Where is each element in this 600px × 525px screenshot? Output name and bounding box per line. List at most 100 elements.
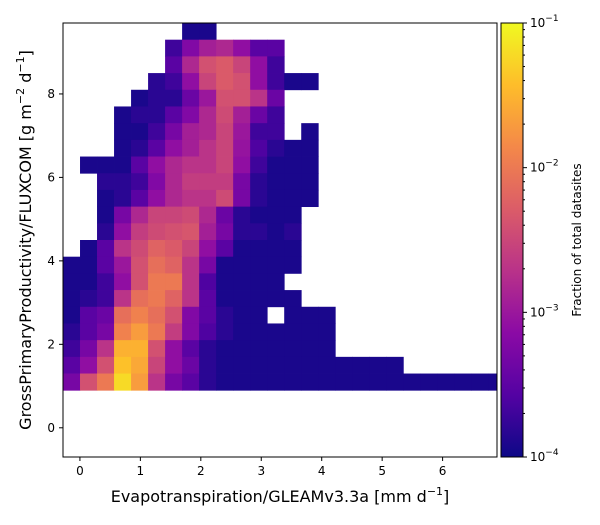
heatmap-cell: [233, 56, 251, 74]
heatmap-cell: [165, 39, 183, 57]
heatmap-cell: [267, 156, 285, 174]
heatmap-cell: [233, 356, 251, 374]
heatmap-cell: [131, 373, 149, 391]
heatmap-cell: [199, 139, 217, 157]
heatmap-cell: [318, 323, 336, 341]
heatmap-cell: [318, 373, 336, 391]
heatmap-cell: [301, 173, 319, 191]
heatmap-cell: [233, 340, 251, 358]
heatmap-cell: [216, 189, 234, 208]
heatmap-cell: [233, 240, 251, 258]
heatmap-cell: [182, 39, 200, 57]
heatmap-cell: [182, 73, 200, 91]
heatmap-cell: [131, 89, 149, 107]
heatmap-cell: [165, 223, 183, 241]
heatmap-cell: [148, 256, 166, 274]
heatmap-cell: [199, 323, 217, 341]
heatmap-cell: [165, 356, 183, 374]
heatmap-cell: [97, 156, 115, 174]
heatmap-cell: [199, 106, 217, 124]
heatmap-cell: [267, 256, 285, 274]
heatmap-cell: [318, 356, 336, 374]
heatmap-cell: [284, 373, 302, 391]
heatmap-cell: [250, 123, 268, 141]
heatmap-cell: [318, 306, 336, 324]
heatmap-cell: [148, 189, 166, 208]
heatmap-cell: [165, 240, 183, 258]
heatmap-cell: [148, 340, 166, 358]
heatmap-cell: [148, 356, 166, 374]
heatmap-cell: [267, 273, 285, 291]
heatmap-cell: [148, 106, 166, 124]
heatmap-cell: [114, 240, 132, 258]
heatmap-cell: [301, 340, 319, 358]
heatmap-cell: [165, 89, 183, 107]
heatmap-cell: [148, 306, 166, 324]
heatmap-cell: [301, 356, 319, 374]
heatmap-cell: [114, 173, 132, 191]
heatmap-cell: [284, 206, 302, 224]
heatmap-cell: [233, 273, 251, 291]
heatmap-cell: [114, 340, 132, 358]
heatmap-cell: [250, 173, 268, 191]
heatmap-cell: [131, 340, 149, 358]
heatmap-cell: [233, 173, 251, 191]
y-axis-label: GrossPrimaryProductivity/FLUXCOM [g m−2 …: [14, 50, 35, 430]
heatmap-cell: [165, 156, 183, 174]
heatmap-cell: [165, 139, 183, 157]
heatmap-cell: [80, 273, 98, 291]
heatmap-cell: [216, 373, 234, 391]
heatmap-cell: [182, 306, 200, 324]
y-tick-label: 2: [47, 337, 55, 351]
heatmap-cell: [199, 23, 217, 41]
heatmap-cell: [114, 189, 132, 208]
heatmap-cell: [63, 306, 81, 324]
heatmap-cell: [335, 373, 353, 391]
heatmap-cell: [165, 340, 183, 358]
heatmap-cell: [233, 89, 251, 107]
heatmap-cell: [199, 73, 217, 91]
heatmap-cell: [216, 206, 234, 224]
heatmap-cell: [267, 323, 285, 341]
x-axis: 0 1 2 3 4 5 6: [76, 457, 446, 478]
heatmap-cell: [97, 340, 115, 358]
heatmap-cell: [97, 356, 115, 374]
plot-frame: [62, 22, 498, 458]
heatmap-cell: [284, 290, 302, 308]
heatmap-cell: [199, 173, 217, 191]
heatmap-cell: [250, 56, 268, 74]
heatmap-cell: [97, 206, 115, 224]
heatmap-cell: [199, 273, 217, 291]
heatmap-cell: [131, 139, 149, 157]
heatmap-cell: [182, 23, 200, 41]
heatmap-cell: [182, 123, 200, 141]
heatmap-cell: [182, 356, 200, 374]
heatmap-cell: [80, 340, 98, 358]
heatmap-cell: [216, 139, 234, 157]
heatmap-cell: [216, 173, 234, 191]
heatmap-cell: [386, 356, 404, 374]
heatmap-cell: [216, 106, 234, 124]
heatmap-cell: [97, 373, 115, 391]
heatmap-cell: [233, 139, 251, 157]
heatmap-cell: [250, 139, 268, 157]
heatmap-cell: [284, 256, 302, 274]
heatmap-cell: [114, 356, 132, 374]
heatmap-cell: [267, 73, 285, 91]
heatmap-cell: [250, 189, 268, 208]
x-axis-label: Evapotranspiration/GLEAMv3.3a [mm d−1]: [111, 485, 450, 506]
y-axis: 0 2 4 6 8: [47, 87, 63, 435]
heatmap-cell: [267, 173, 285, 191]
heatmap-cell: [80, 356, 98, 374]
heatmap-cell: [131, 123, 149, 141]
heatmap-cell: [250, 323, 268, 341]
x-tick-label: 3: [257, 464, 265, 478]
heatmap-cell: [250, 223, 268, 241]
colorbar-tick-label: 10−1: [530, 14, 559, 30]
heatmap-cell: [182, 156, 200, 174]
heatmap-cell: [233, 39, 251, 57]
heatmap-cell: [199, 39, 217, 57]
heatmap-cell: [233, 223, 251, 241]
colorbar-label: Fraction of total datasites: [570, 163, 584, 316]
heatmap-cell: [131, 290, 149, 308]
